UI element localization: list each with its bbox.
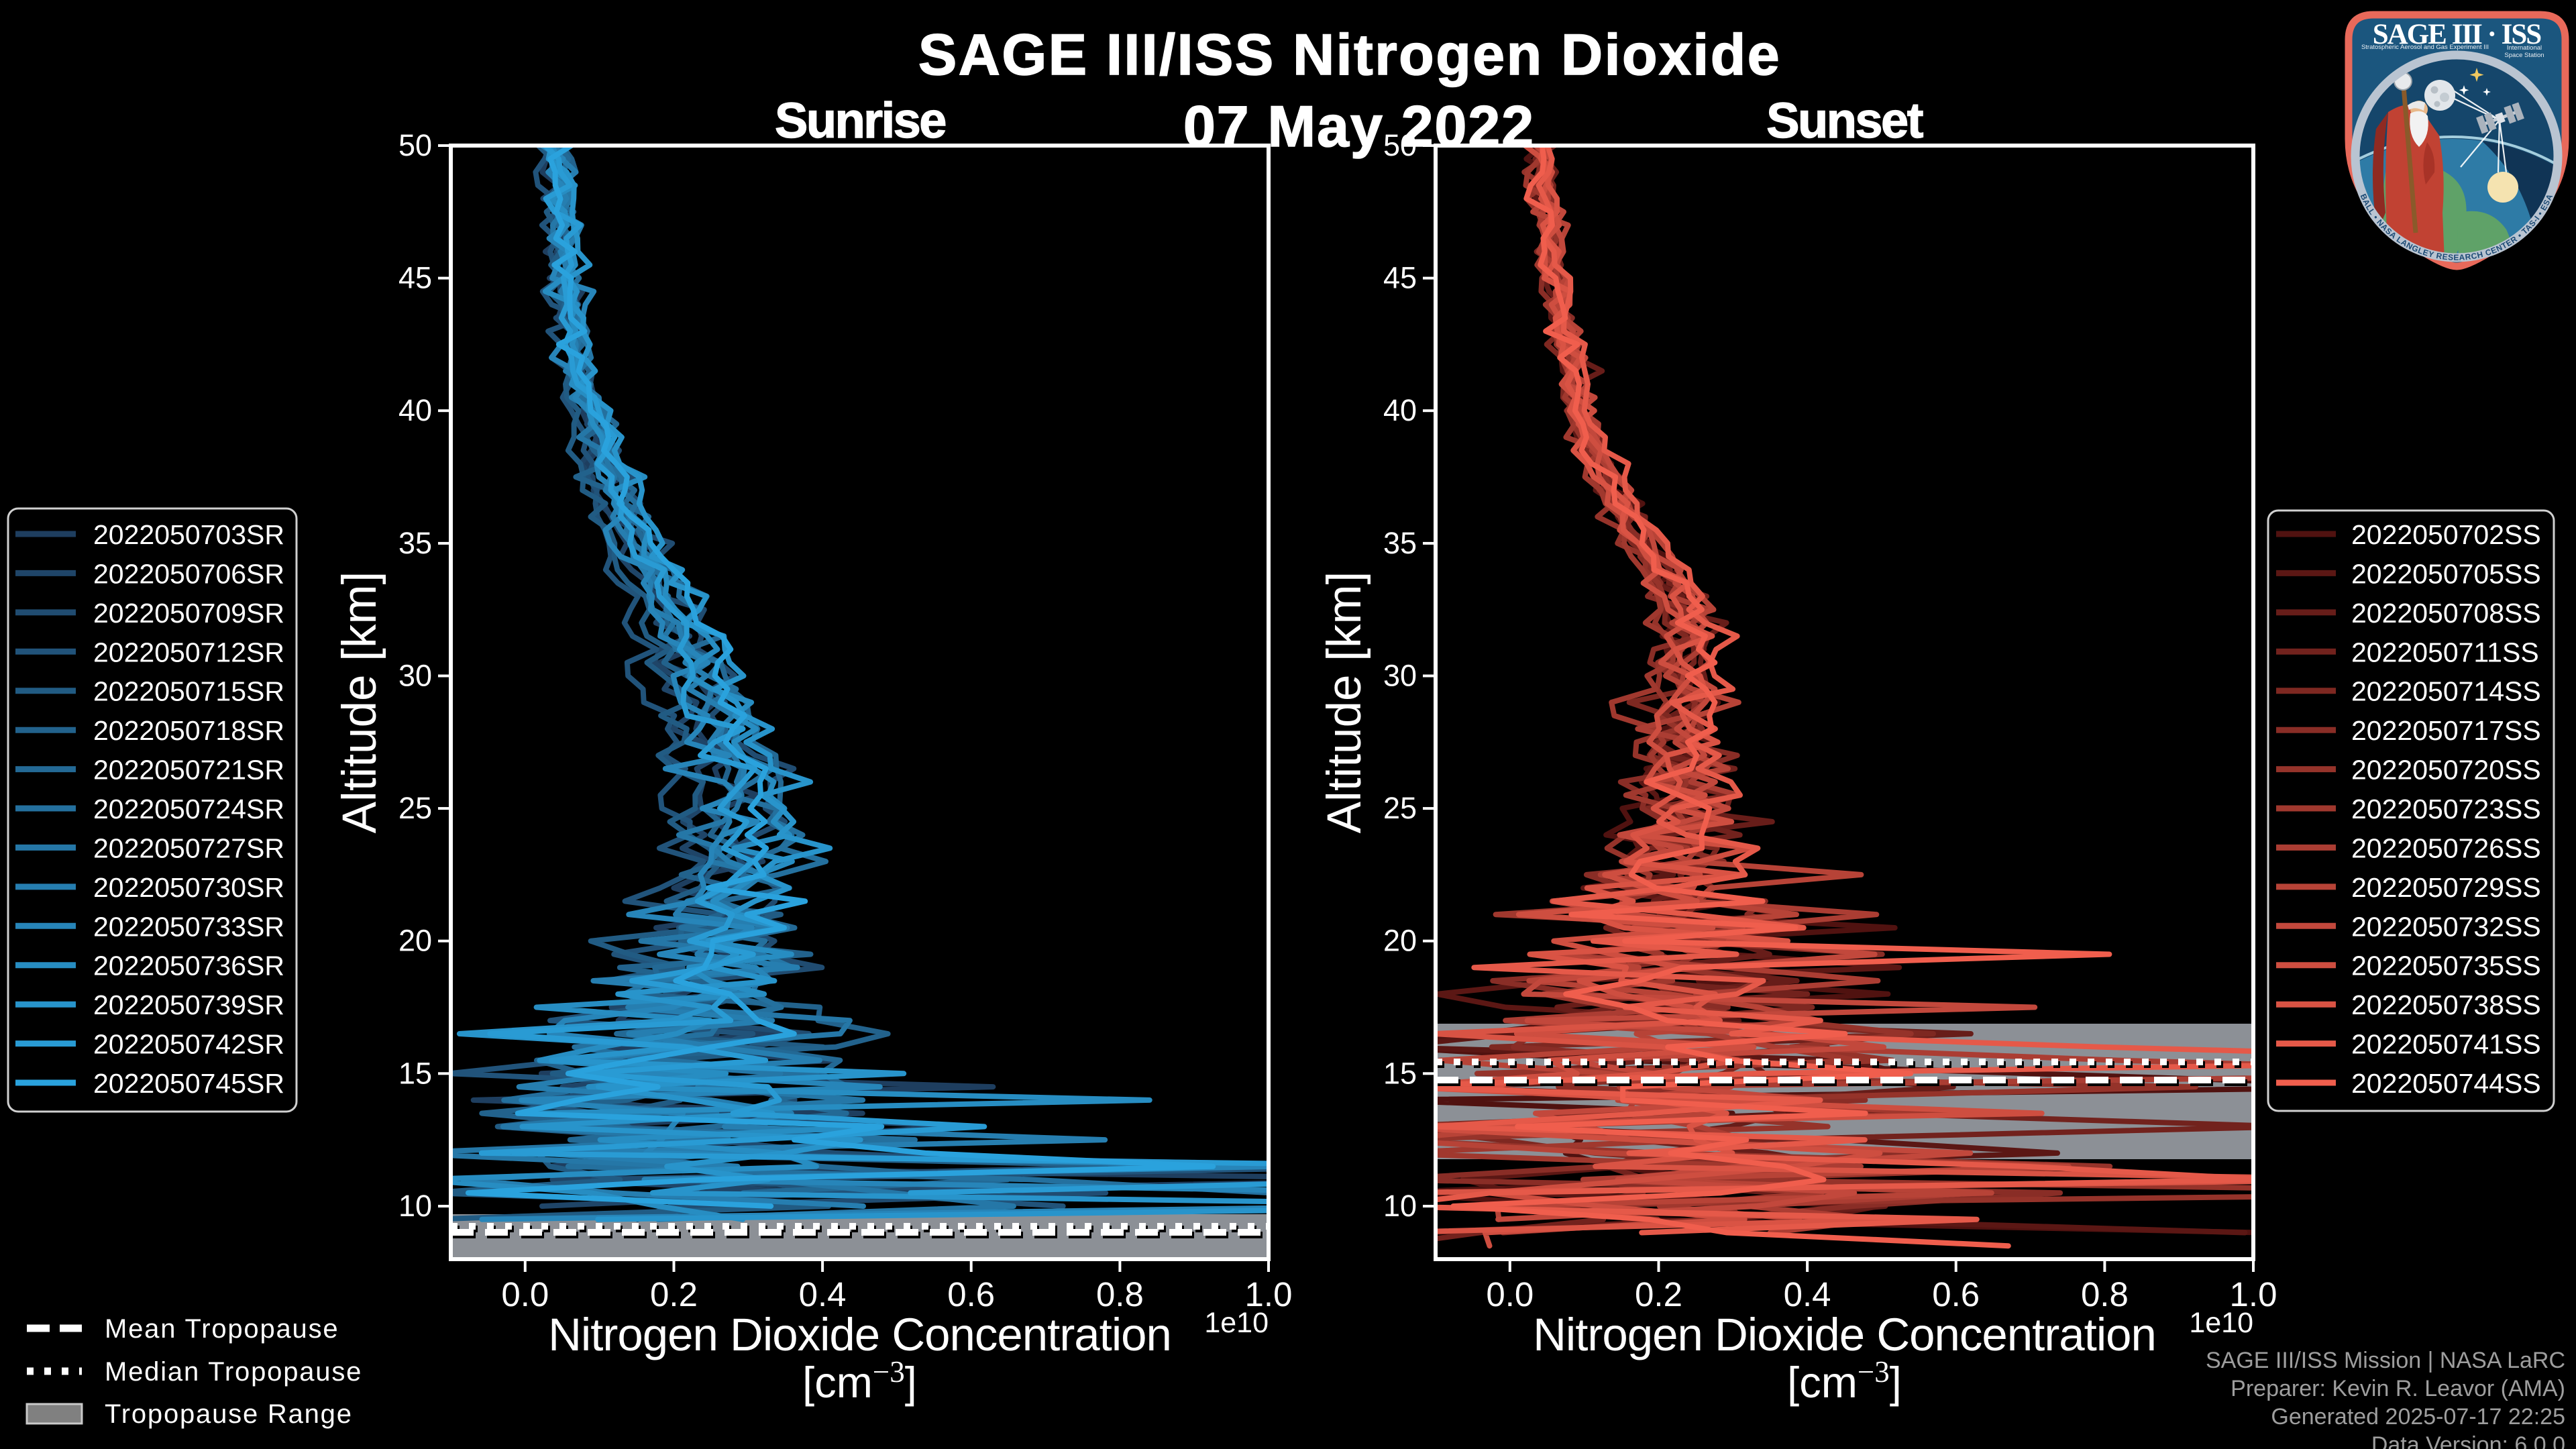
svg-text:2022050708SS: 2022050708SS	[2351, 598, 2541, 629]
svg-text:2022050702SS: 2022050702SS	[2351, 519, 2541, 550]
svg-text:10: 10	[1383, 1189, 1417, 1223]
svg-text:Sunrise: Sunrise	[775, 93, 945, 148]
svg-text:2022050726SS: 2022050726SS	[2351, 833, 2541, 863]
svg-text:SAGE III/ISS Mission | NASA La: SAGE III/ISS Mission | NASA LaRC	[2206, 1348, 2565, 1373]
svg-text:Data Version: 6.0.0: Data Version: 6.0.0	[2371, 1432, 2565, 1449]
svg-text:15: 15	[398, 1056, 432, 1090]
svg-text:SAGE III · ISS: SAGE III · ISS	[2373, 19, 2542, 50]
svg-text:20: 20	[1383, 924, 1417, 958]
svg-text:0.0: 0.0	[501, 1275, 549, 1313]
svg-text:0.0: 0.0	[1486, 1275, 1534, 1313]
svg-text:15: 15	[1383, 1056, 1417, 1090]
svg-text:0.8: 0.8	[2081, 1275, 2129, 1313]
svg-text:2022050732SS: 2022050732SS	[2351, 911, 2541, 942]
svg-text:2022050741SS: 2022050741SS	[2351, 1029, 2541, 1060]
svg-text:SAGE III/ISS Nitrogen Dioxide: SAGE III/ISS Nitrogen Dioxide	[918, 23, 1781, 87]
svg-text:30: 30	[398, 659, 432, 693]
svg-text:2022050744SS: 2022050744SS	[2351, 1068, 2541, 1099]
svg-text:2022050711SS: 2022050711SS	[2351, 637, 2539, 667]
svg-text:Nitrogen Dioxide Concentration: Nitrogen Dioxide Concentration	[1533, 1309, 2156, 1360]
svg-text:2022050739SR: 2022050739SR	[93, 989, 284, 1020]
svg-text:0.2: 0.2	[650, 1275, 698, 1313]
svg-text:2022050727SR: 2022050727SR	[93, 833, 284, 863]
svg-text:2022050724SR: 2022050724SR	[93, 794, 284, 824]
svg-text:45: 45	[1383, 261, 1417, 295]
svg-text:0.6: 0.6	[1932, 1275, 1980, 1313]
svg-text:30: 30	[1383, 659, 1417, 693]
svg-text:2022050720SS: 2022050720SS	[2351, 755, 2541, 786]
svg-text:2022050712SR: 2022050712SR	[93, 637, 284, 667]
svg-text:50: 50	[398, 128, 432, 162]
svg-text:2022050745SR: 2022050745SR	[93, 1068, 284, 1099]
svg-text:Stratospheric Aerosol and Gas: Stratospheric Aerosol and Gas Experiment…	[2361, 44, 2489, 51]
svg-text:2022050730SR: 2022050730SR	[93, 872, 284, 903]
svg-text:0.4: 0.4	[1784, 1275, 1831, 1313]
svg-text:2022050736SR: 2022050736SR	[93, 951, 284, 981]
svg-text:45: 45	[398, 261, 432, 295]
svg-text:1e10: 1e10	[1204, 1307, 1269, 1339]
svg-text:0.4: 0.4	[799, 1275, 847, 1313]
svg-text:Sunset: Sunset	[1766, 93, 1923, 148]
svg-text:1.0: 1.0	[1245, 1275, 1293, 1313]
svg-text:2022050738SS: 2022050738SS	[2351, 989, 2541, 1020]
svg-text:35: 35	[1383, 526, 1417, 560]
svg-text:Tropopause Range: Tropopause Range	[105, 1399, 353, 1429]
svg-text:2022050706SR: 2022050706SR	[93, 558, 284, 589]
svg-text:Altitude [km]: Altitude [km]	[1318, 572, 1371, 834]
svg-text:10: 10	[398, 1189, 432, 1223]
svg-text:2022050709SR: 2022050709SR	[93, 598, 284, 629]
svg-text:1.0: 1.0	[2230, 1275, 2277, 1313]
svg-text:07 May 2022: 07 May 2022	[1183, 95, 1535, 159]
svg-text:2022050742SR: 2022050742SR	[93, 1029, 284, 1060]
svg-text:Mean Tropopause: Mean Tropopause	[105, 1314, 339, 1344]
svg-text:International: International	[2507, 44, 2542, 52]
svg-text:40: 40	[398, 393, 432, 427]
svg-text:2022050723SS: 2022050723SS	[2351, 794, 2541, 824]
svg-text:2022050715SR: 2022050715SR	[93, 676, 284, 707]
svg-text:20: 20	[398, 924, 432, 958]
svg-text:2022050735SS: 2022050735SS	[2351, 951, 2541, 981]
svg-text:1e10: 1e10	[2189, 1307, 2253, 1339]
svg-text:25: 25	[1383, 791, 1417, 825]
svg-text:Preparer: Kevin R. Leavor (AMA: Preparer: Kevin R. Leavor (AMA)	[2231, 1376, 2565, 1401]
svg-text:50: 50	[1383, 128, 1417, 162]
svg-text:Altitude [km]: Altitude [km]	[333, 572, 386, 834]
svg-text:2022050729SS: 2022050729SS	[2351, 872, 2541, 903]
svg-text:Nitrogen Dioxide Concentration: Nitrogen Dioxide Concentration	[548, 1309, 1171, 1360]
svg-text:Generated 2025-07-17 22:25: Generated 2025-07-17 22:25	[2271, 1404, 2565, 1430]
svg-text:2022050705SS: 2022050705SS	[2351, 558, 2541, 589]
svg-text:Space Station: Space Station	[2504, 52, 2544, 59]
svg-text:2022050703SR: 2022050703SR	[93, 519, 284, 550]
svg-text:2022050717SS: 2022050717SS	[2351, 715, 2541, 746]
svg-text:2022050733SR: 2022050733SR	[93, 911, 284, 942]
svg-text:2022050721SR: 2022050721SR	[93, 755, 284, 786]
svg-text:2022050714SS: 2022050714SS	[2351, 676, 2541, 707]
svg-text:2022050718SR: 2022050718SR	[93, 715, 284, 746]
svg-text:Median Tropopause: Median Tropopause	[105, 1357, 362, 1387]
svg-text:35: 35	[398, 526, 432, 560]
svg-text:25: 25	[398, 791, 432, 825]
svg-text:0.8: 0.8	[1096, 1275, 1144, 1313]
svg-text:40: 40	[1383, 393, 1417, 427]
svg-text:0.6: 0.6	[947, 1275, 995, 1313]
svg-text:0.2: 0.2	[1635, 1275, 1682, 1313]
